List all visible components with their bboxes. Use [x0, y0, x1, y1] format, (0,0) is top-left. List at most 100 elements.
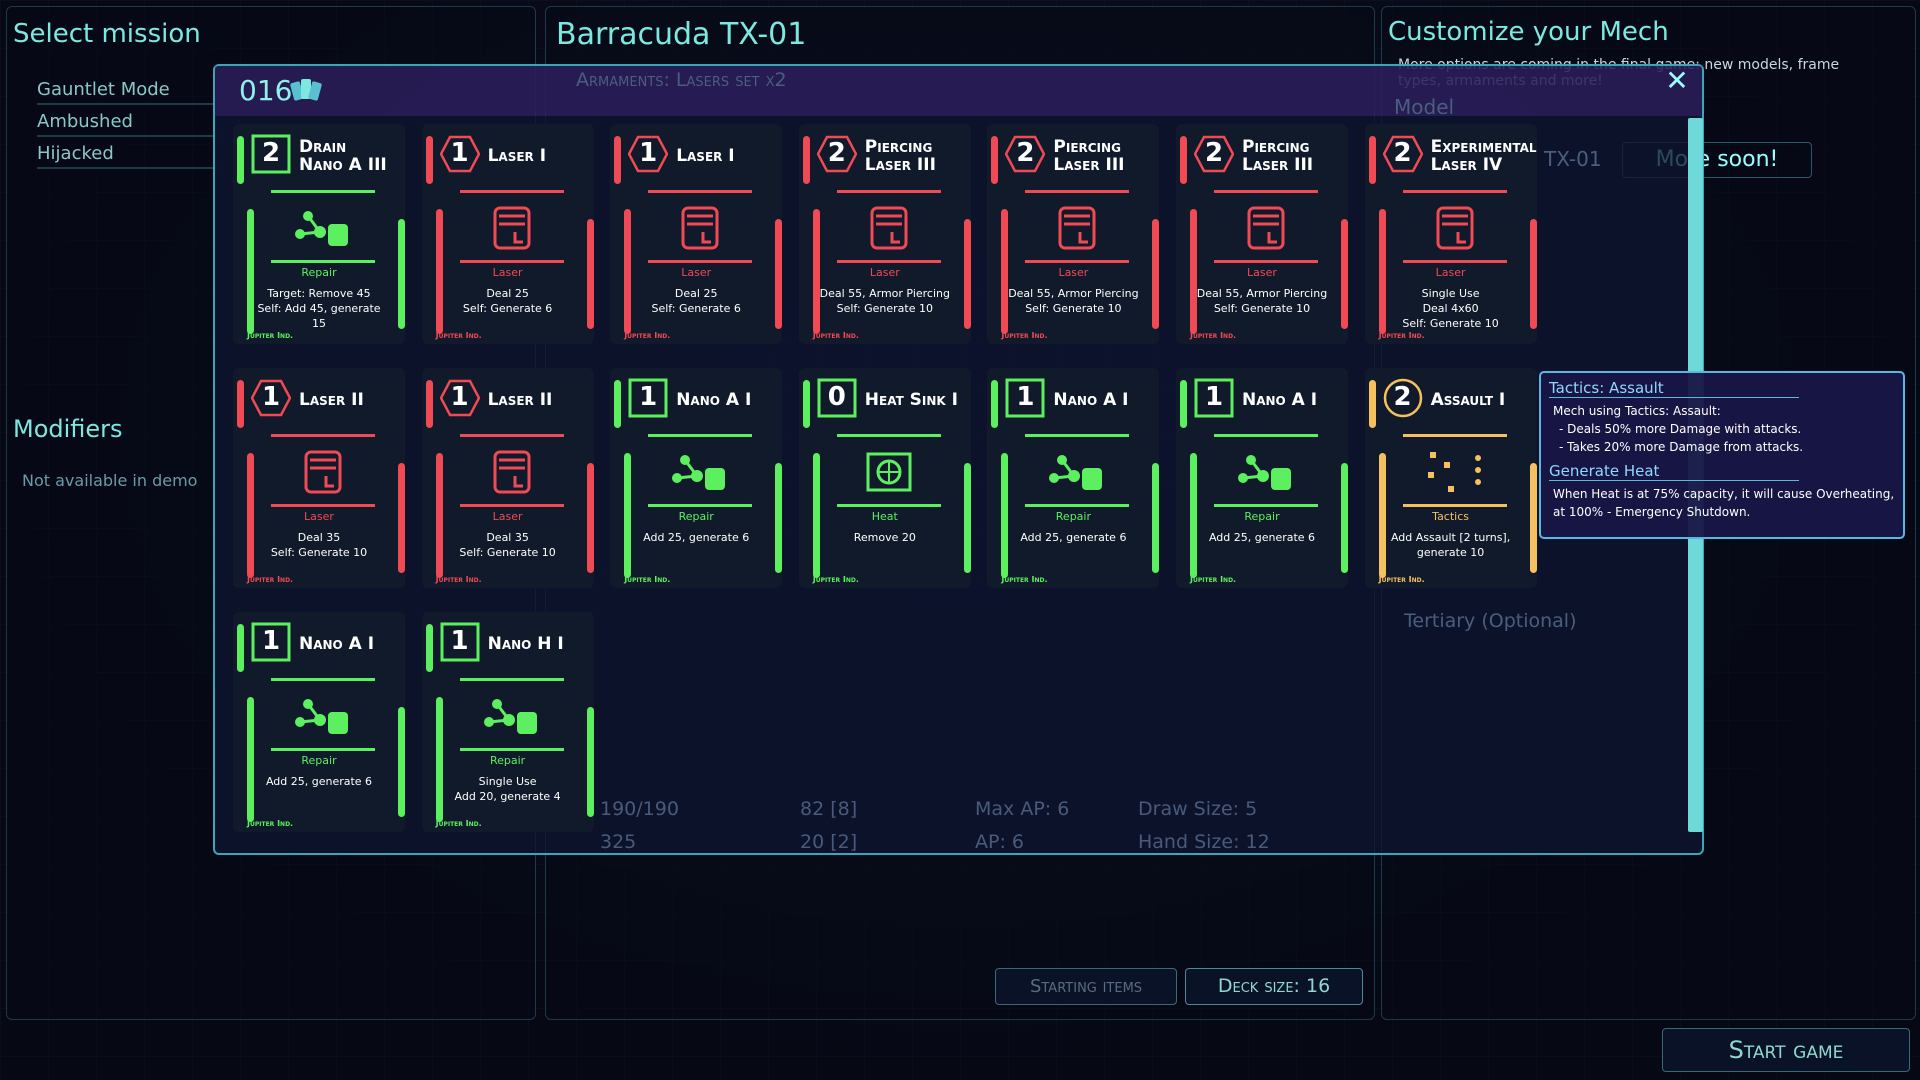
- card[interactable]: 2 Assault I Tactics Add Assault [2 turns], g…: [1364, 368, 1537, 588]
- card-edge: [991, 380, 999, 428]
- tertiary-label: Tertiary (Optional): [1404, 610, 1577, 632]
- card-edge: [247, 209, 254, 334]
- card-edge: [1180, 380, 1187, 428]
- tooltip-title-heat: Generate Heat: [1549, 462, 1799, 481]
- starting-items-button[interactable]: Starting items: [995, 968, 1177, 1005]
- nano-repair-icon: [1049, 455, 1103, 490]
- card-description-line: Deal 35: [486, 531, 529, 544]
- card-edge: [812, 453, 820, 578]
- divider: [459, 748, 564, 751]
- start-game-button[interactable]: Start game: [1662, 1028, 1910, 1072]
- divider: [1402, 504, 1507, 507]
- card-name: Nano A I: [1242, 380, 1346, 420]
- card-manufacturer: Jupiter Ind.: [1190, 331, 1237, 340]
- card-cost-value: 1: [261, 382, 281, 412]
- divider: [1025, 504, 1130, 507]
- card-name-line: Nano H I: [487, 634, 564, 654]
- card-edge: [1529, 463, 1537, 573]
- divider: [836, 190, 941, 193]
- mission-gauntlet[interactable]: Gauntlet Mode: [37, 79, 217, 105]
- card-name-line: Laser I: [676, 146, 735, 166]
- card-cost-value: 1: [450, 382, 469, 412]
- card[interactable]: 2 Piercing Laser III Laser Deal 55, Armor Pi…: [798, 124, 971, 344]
- card-manufacturer: Jupiter Ind.: [247, 819, 294, 828]
- card-cost: 2: [816, 134, 857, 174]
- card-cost-value: 2: [1016, 138, 1035, 168]
- mission-title: Select mission: [13, 19, 201, 49]
- card-name-line: Experimental: [1430, 137, 1537, 157]
- card-edge: [802, 136, 810, 184]
- card-edge: [398, 219, 405, 329]
- card-name-line: Nano A I: [1242, 390, 1318, 410]
- card-description: Deal 35 Self: Generate 10: [243, 530, 395, 560]
- divider: [836, 434, 941, 437]
- card-description: Remove 20: [809, 530, 961, 545]
- card-type: Repair: [301, 754, 337, 767]
- card-edge: [425, 380, 433, 428]
- card-edge: [586, 219, 594, 329]
- stat-hand-size: Hand Size: 12: [1138, 831, 1270, 853]
- piercing-laser-icon: [1058, 206, 1096, 250]
- card-manufacturer: Jupiter Ind.: [1001, 575, 1048, 584]
- card-edge: [1341, 219, 1348, 329]
- card[interactable]: 1 Laser II Laser Deal 35 Self: Generate 10 Ju…: [233, 368, 405, 588]
- stat-max-ap: Max AP: 6: [975, 798, 1070, 820]
- card-type: Tactics: [1432, 510, 1470, 523]
- card-name: Heat Sink I: [865, 380, 969, 420]
- deck-size-button[interactable]: Deck size: 16: [1185, 968, 1363, 1005]
- tooltip-title-tactics: Tactics: Assault: [1549, 379, 1799, 398]
- card-description: Deal 55, Armor Piercing Self: Generate 10: [1186, 286, 1338, 316]
- card-description-line: Self: Generate 10: [459, 546, 556, 559]
- card-edge: [624, 209, 632, 334]
- stat-draw-size: Draw Size: 5: [1138, 798, 1258, 820]
- card-name-line: Nano A I: [1053, 390, 1129, 410]
- card-edge: [398, 707, 405, 817]
- card-edge: [1368, 380, 1376, 428]
- card-cost: 1: [1005, 378, 1045, 418]
- card-description: Target: Remove 45 Self: Add 45, generate 1…: [243, 286, 395, 331]
- card-cost: 1: [1194, 378, 1234, 418]
- card-edge: [435, 453, 443, 578]
- card[interactable]: 1 Laser II Laser Deal 35 Self: Generate 10 Ju…: [421, 368, 594, 588]
- divider: [271, 190, 375, 193]
- card[interactable]: 1 Nano A I Repair Add 25, generate 6 Jupiter…: [610, 368, 783, 588]
- armaments-label: Armaments: Lasers set x2: [576, 69, 787, 91]
- card[interactable]: 0 Heat Sink I Heat Remove 20 Jupiter Ind.: [798, 368, 971, 588]
- card-name: Piercing Laser III: [1053, 136, 1157, 176]
- divider: [1214, 190, 1318, 193]
- card-name: Laser I: [676, 136, 780, 176]
- mission-hijacked[interactable]: Hijacked: [37, 143, 217, 169]
- card[interactable]: 1 Nano A I Repair Add 25, generate 6 Jupiter…: [233, 612, 405, 832]
- card-type: Repair: [678, 510, 714, 523]
- card[interactable]: 1 Laser I Laser Deal 25 Self: Generate 6 Jupi…: [421, 124, 594, 344]
- card[interactable]: 2 Experimental Laser IV Laser Single Use Deal…: [1364, 124, 1537, 344]
- card-description-line: Deal 55, Armor Piercing: [819, 287, 950, 300]
- tooltip-line: When Heat is at 75% capacity, it will ca…: [1553, 487, 1895, 501]
- card-name-line: Laser I: [487, 146, 547, 166]
- card-description-line: Deal 55, Armor Piercing: [1008, 287, 1139, 300]
- model-option-tx01[interactable]: TX-01: [1544, 147, 1602, 171]
- card[interactable]: 1 Nano H I Repair Single Use Add 20, generat…: [421, 612, 594, 832]
- card-type: Heat: [871, 510, 898, 523]
- card[interactable]: 1 Nano A I Repair Add 25, generate 6 Jupiter…: [987, 368, 1160, 588]
- card-cost: 2: [1382, 134, 1423, 174]
- card-edge: [991, 136, 999, 184]
- card[interactable]: 2 Drain Nano A III Repair Target: Remove 45 S…: [233, 124, 405, 344]
- card-description-line: Deal 55, Armor Piercing: [1196, 287, 1328, 300]
- card-name-line: Laser III: [864, 155, 936, 175]
- laser-icon: [681, 206, 719, 250]
- close-icon[interactable]: ✕: [1665, 64, 1689, 97]
- card-cost-value: 1: [639, 382, 658, 412]
- card[interactable]: 2 Piercing Laser III Laser Deal 55, Armor Pi…: [1176, 124, 1348, 344]
- mission-ambushed[interactable]: Ambushed: [37, 111, 217, 137]
- card-name-line: Piercing: [1053, 137, 1121, 157]
- card[interactable]: 2 Piercing Laser III Laser Deal 55, Armor Pi…: [987, 124, 1160, 344]
- card-edge: [812, 209, 820, 334]
- deck-modal: 016 ✕ 2 Drain Nano A III Repair Target: Remo…: [213, 64, 1704, 855]
- card[interactable]: 1 Laser I Laser Deal 25 Self: Generate 6 Jupi…: [610, 124, 783, 344]
- card[interactable]: 1 Nano A I Repair Add 25, generate 6 Jupiter…: [1176, 368, 1348, 588]
- card-description-line: Single Use: [478, 775, 537, 788]
- divider: [1025, 434, 1130, 437]
- card-edge: [1341, 463, 1348, 573]
- card-edge: [963, 463, 971, 573]
